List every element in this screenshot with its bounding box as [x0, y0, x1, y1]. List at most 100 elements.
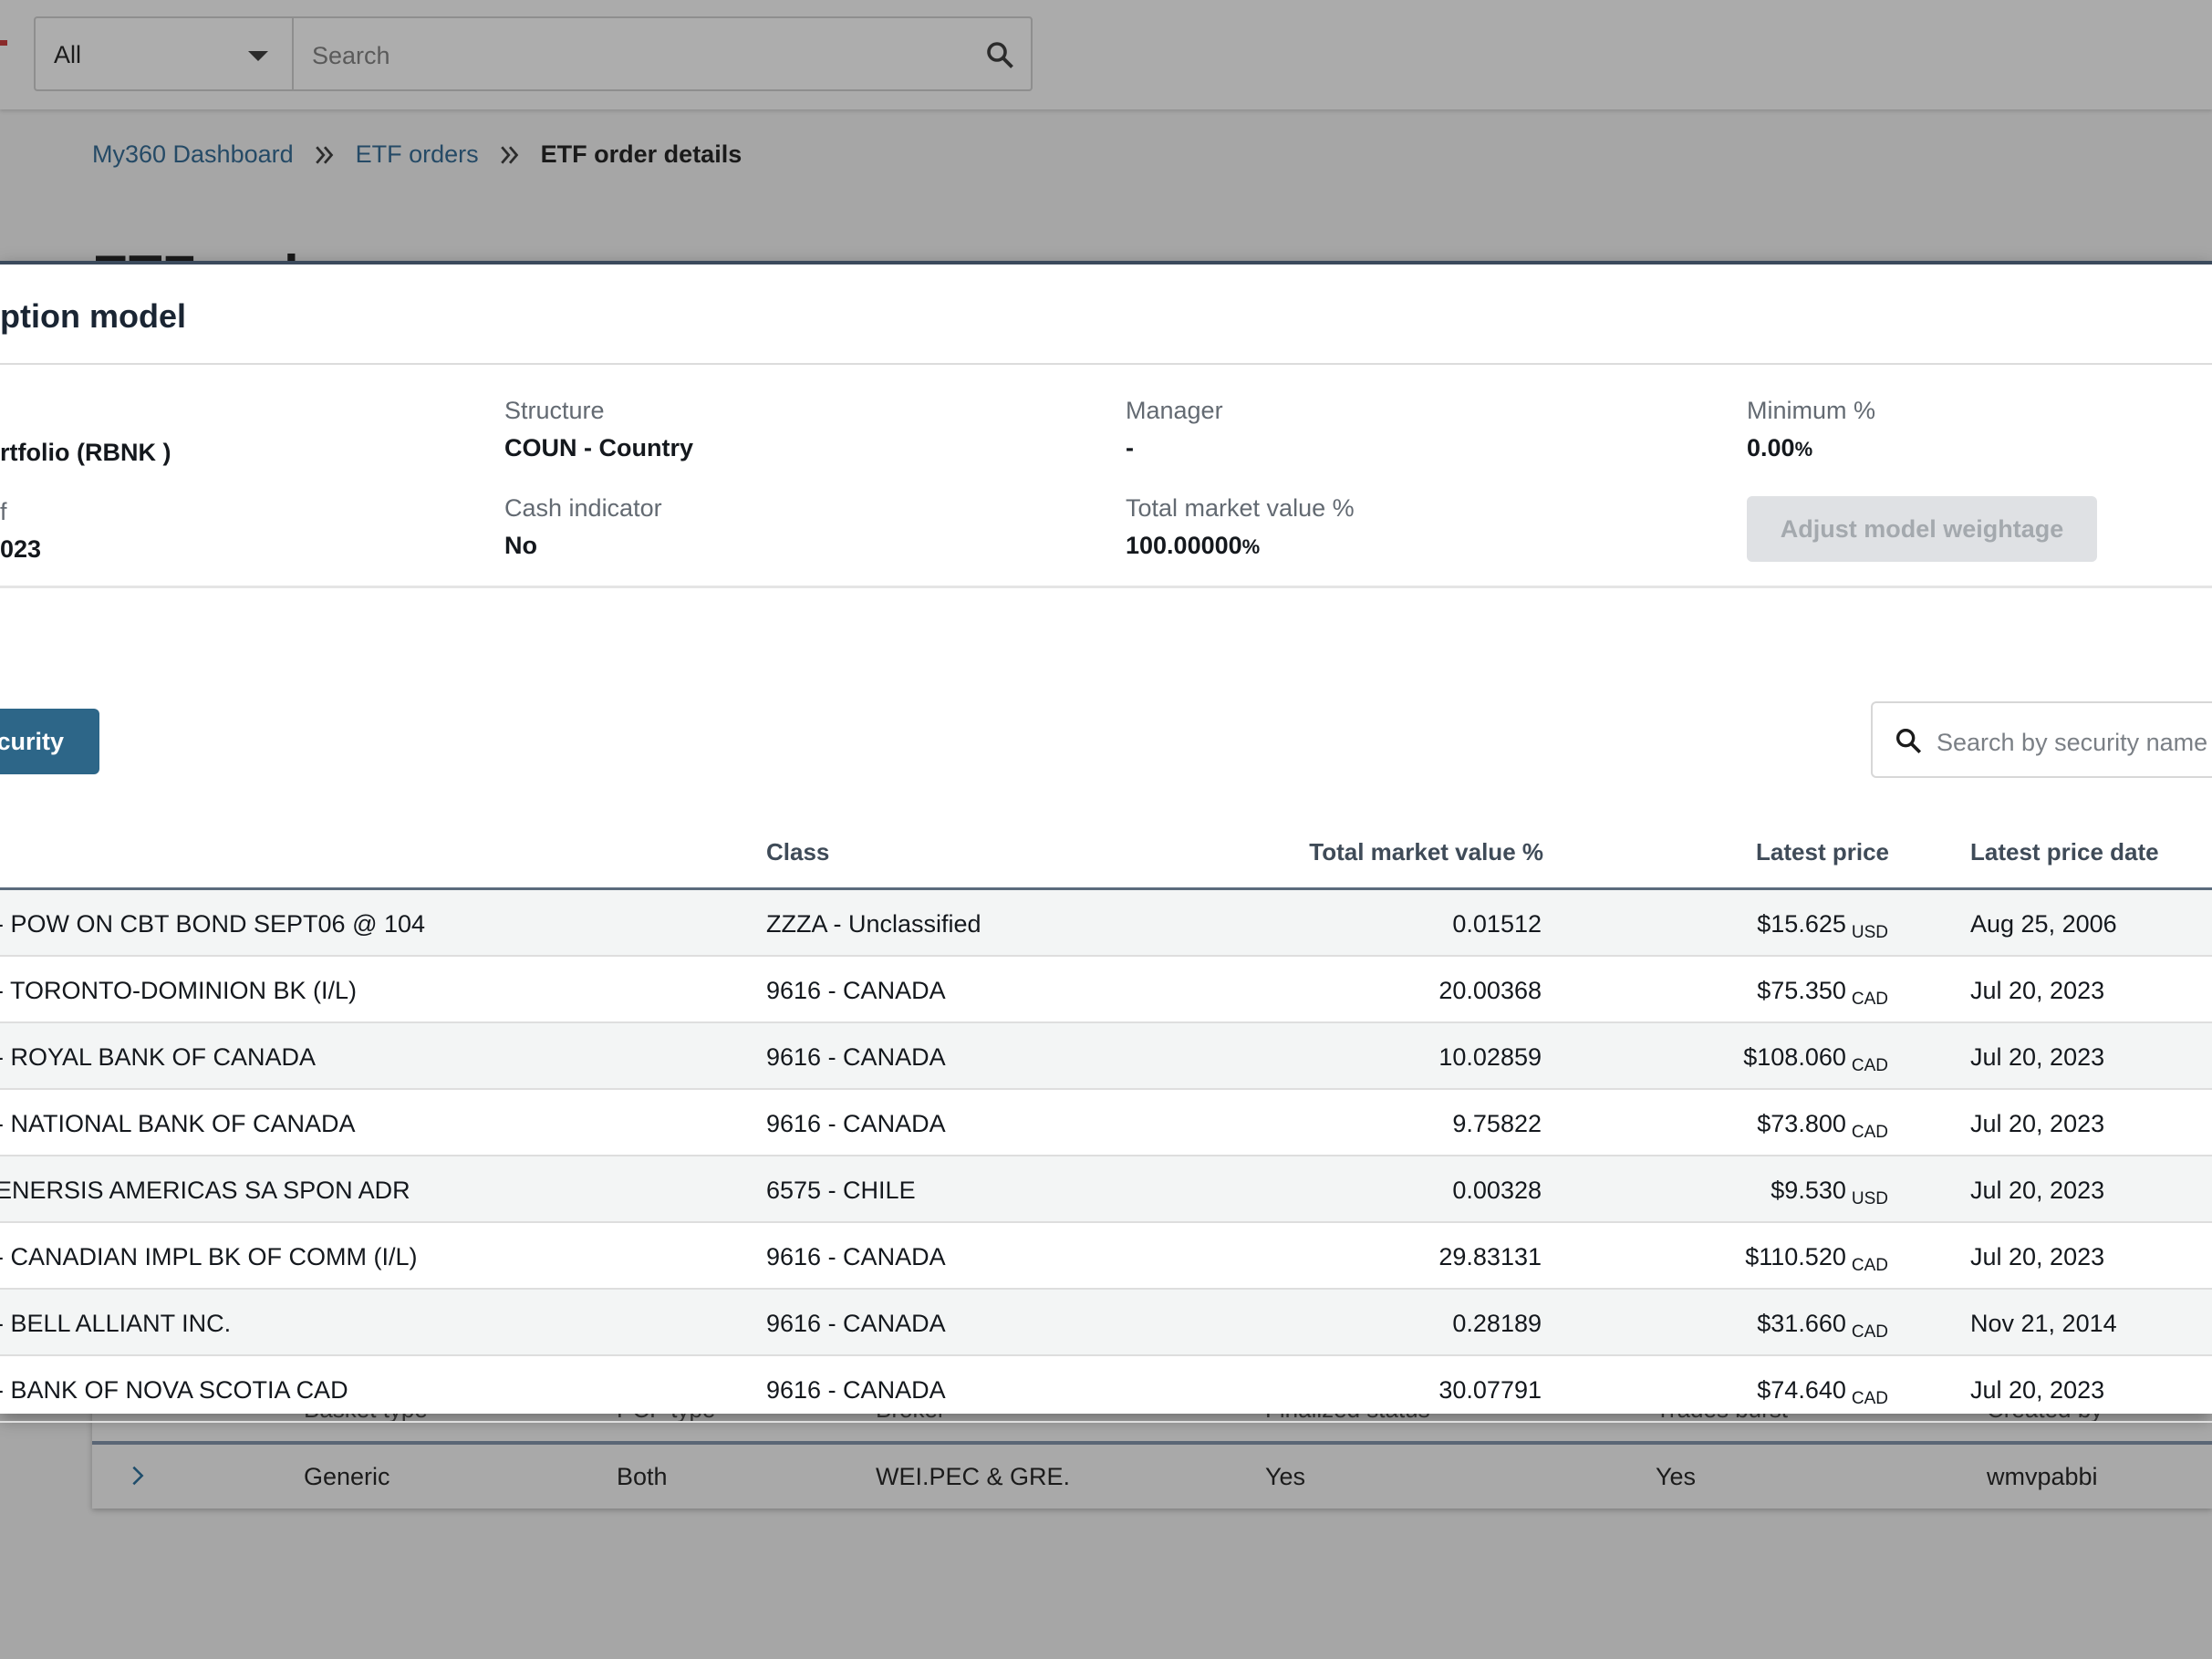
cell-total-market-value: 10.02859 — [1438, 1043, 1542, 1071]
cell-latest-price-date: Nov 21, 2014 — [1970, 1310, 2117, 1337]
column-header-latest-price[interactable]: Latest price — [1756, 838, 1889, 866]
global-search-input[interactable] — [310, 36, 952, 75]
search-scope-select[interactable]: All — [34, 16, 292, 91]
securities-table: Class Total market value % Latest price … — [0, 814, 2212, 1423]
structure-field: Structure COUN - Country — [504, 397, 693, 462]
chevron-right-icon[interactable] — [125, 1463, 151, 1488]
cell-class: 9616 - CANADA — [766, 1043, 946, 1071]
table-row[interactable]: - BANK OF NOVA SCOTIA CAD 9616 - CANADA … — [0, 1356, 2212, 1423]
price-value: $73.800 — [1757, 1110, 1846, 1137]
global-search[interactable] — [292, 16, 1033, 91]
price-value: $110.520 — [1745, 1243, 1846, 1270]
cell-total-market-value: 0.28189 — [1452, 1310, 1542, 1337]
caret-down-icon — [248, 51, 268, 61]
price-value: $9.530 — [1771, 1177, 1846, 1204]
cell-class: 9616 - CANADA — [766, 1310, 946, 1337]
column-header-latest-price-date[interactable]: Latest price date — [1970, 838, 2159, 866]
cell-total-market-value: 0.01512 — [1452, 910, 1542, 938]
cell-broker: WEI.PEC & GRE. — [876, 1463, 1071, 1490]
adjust-model-weightage-button[interactable]: Adjust model weightage — [1747, 496, 2097, 562]
currency-code: CAD — [1851, 1256, 1888, 1275]
currency-code: CAD — [1851, 1389, 1888, 1408]
divider — [0, 586, 2212, 588]
portfolio-value: rtfolio (RBNK ) — [0, 439, 171, 466]
double-chevron-right-icon — [315, 145, 333, 164]
table-row[interactable]: - ROYAL BANK OF CANADA 9616 - CANADA 10.… — [0, 1023, 2212, 1090]
table-row[interactable]: - POW ON CBT BOND SEPT06 @ 104 ZZZA - Un… — [0, 890, 2212, 957]
cell-class: 9616 - CANADA — [766, 1243, 946, 1270]
portfolio-field: rtfolio (RBNK ) — [0, 439, 171, 467]
table-row[interactable]: Generic Both WEI.PEC & GRE. Yes Yes wmvp… — [92, 1445, 2212, 1509]
search-scope-value: All — [54, 41, 82, 68]
cell-trades-burst: Yes — [1656, 1463, 1697, 1490]
cell-finalized-status: Yes — [1265, 1463, 1306, 1490]
breadcrumb-link-etf-orders[interactable]: ETF orders — [355, 140, 479, 168]
cell-created-by: wmvpabbi — [1987, 1463, 2098, 1490]
minimum-percent-number: 0.00 — [1747, 434, 1795, 461]
as-of-value: 023 — [0, 535, 42, 563]
top-bar: All — [0, 0, 2212, 109]
security-search-input[interactable] — [1935, 723, 2212, 762]
search-icon[interactable] — [983, 38, 1016, 71]
page-title: ETF orders — [92, 239, 381, 263]
cell-latest-price: $74.640 CAD — [1757, 1376, 1888, 1408]
cell-latest-price-date: Jul 20, 2023 — [1970, 1043, 2105, 1071]
cell-total-market-value: 20.00368 — [1438, 977, 1542, 1004]
currency-code: CAD — [1851, 1322, 1888, 1342]
breadcrumb-link-dashboard[interactable]: My360 Dashboard — [92, 140, 294, 168]
percent-unit: % — [1794, 438, 1813, 461]
cell-class: 9616 - CANADA — [766, 977, 946, 1004]
cell-latest-price: $110.520 CAD — [1745, 1243, 1888, 1275]
price-value: $108.060 — [1743, 1043, 1846, 1071]
currency-code: USD — [1851, 1189, 1888, 1208]
column-header-total-market-value[interactable]: Total market value % — [1309, 838, 1543, 866]
manager-field: Manager - — [1126, 397, 1223, 462]
option-model-dialog: ption model rtfolio (RBNK ) f 023 Struct… — [0, 261, 2212, 1423]
cell-pcf-type: Both — [617, 1463, 668, 1490]
cell-security: - NATIONAL BANK OF CANADA — [0, 1110, 356, 1137]
structure-value: COUN - Country — [504, 434, 693, 461]
cell-latest-price: $15.625 USD — [1757, 910, 1888, 942]
cash-indicator-value: No — [504, 532, 537, 559]
cell-basket-type: Generic — [304, 1463, 390, 1490]
cell-latest-price: $9.530 USD — [1771, 1177, 1888, 1208]
cell-class: 9616 - CANADA — [766, 1376, 946, 1404]
manager-value: - — [1126, 434, 1134, 461]
as-of-field: f 023 — [0, 498, 41, 564]
security-search[interactable] — [1871, 701, 2212, 778]
currency-code: USD — [1851, 923, 1888, 942]
table-row[interactable]: ENERSIS AMERICAS SA SPON ADR 6575 - CHIL… — [0, 1156, 2212, 1223]
cell-total-market-value: 0.00328 — [1452, 1177, 1542, 1204]
divider — [0, 363, 2212, 365]
table-row[interactable]: - TORONTO-DOMINION BK (I/L) 9616 - CANAD… — [0, 957, 2212, 1023]
column-header-class[interactable]: Class — [766, 838, 830, 866]
table-row[interactable]: - BELL ALLIANT INC. 9616 - CANADA 0.2818… — [0, 1290, 2212, 1356]
cell-latest-price: $73.800 CAD — [1757, 1110, 1888, 1142]
currency-code: CAD — [1851, 1123, 1888, 1142]
table-row[interactable]: - CANADIAN IMPL BK OF COMM (I/L) 9616 - … — [0, 1223, 2212, 1290]
cell-security: - TORONTO-DOMINION BK (I/L) — [0, 977, 358, 1004]
cell-latest-price-date: Aug 25, 2006 — [1970, 910, 2117, 938]
minimum-percent-value: 0.00% — [1747, 434, 1875, 462]
cash-indicator-label: Cash indicator — [504, 494, 662, 522]
price-value: $74.640 — [1757, 1376, 1846, 1404]
cell-class: ZZZA - Unclassified — [766, 910, 981, 938]
minimum-percent-label: Minimum % — [1747, 397, 1876, 424]
cell-latest-price-date: Jul 20, 2023 — [1970, 1376, 2105, 1404]
cell-latest-price-date: Jul 20, 2023 — [1970, 1110, 2105, 1137]
cell-class: 6575 - CHILE — [766, 1177, 916, 1204]
cell-class: 9616 - CANADA — [766, 1110, 946, 1137]
cell-security: - BELL ALLIANT INC. — [0, 1310, 232, 1337]
cell-security: - POW ON CBT BOND SEPT06 @ 104 — [0, 910, 426, 938]
cell-security: ENERSIS AMERICAS SA SPON ADR — [0, 1177, 410, 1204]
table-row[interactable]: - NATIONAL BANK OF CANADA 9616 - CANADA … — [0, 1090, 2212, 1156]
add-security-button[interactable]: curity — [0, 709, 99, 774]
cell-security: - CANADIAN IMPL BK OF COMM (I/L) — [0, 1243, 418, 1270]
total-market-value-label: Total market value % — [1126, 494, 1355, 522]
as-of-label: f — [0, 498, 7, 525]
cell-latest-price-date: Jul 20, 2023 — [1970, 1243, 2105, 1270]
cell-latest-price: $31.660 CAD — [1757, 1310, 1888, 1342]
cell-total-market-value: 9.75822 — [1452, 1110, 1542, 1137]
cell-total-market-value: 30.07791 — [1438, 1376, 1542, 1404]
cell-security: - BANK OF NOVA SCOTIA CAD — [0, 1376, 348, 1404]
